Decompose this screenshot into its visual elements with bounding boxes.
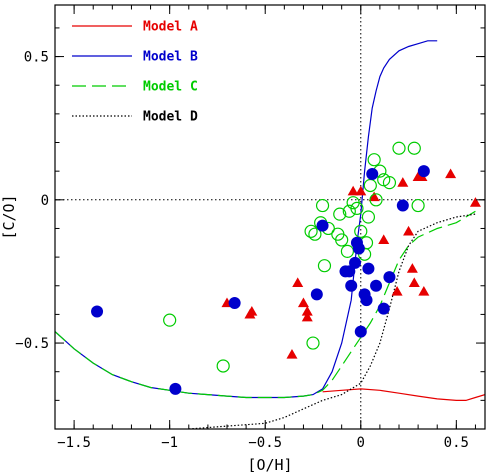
filled-circle-point xyxy=(316,219,329,232)
filled-circle-point xyxy=(345,279,358,292)
open-circle-point xyxy=(411,198,425,213)
filled-circle-point xyxy=(366,168,379,181)
triangle-point xyxy=(445,168,457,179)
filled-circle-point xyxy=(396,199,409,212)
y-axis-label: [C/O] xyxy=(0,194,18,239)
open-circle-point xyxy=(363,178,377,193)
plot-frame xyxy=(54,4,486,430)
filled-circle-point xyxy=(417,165,430,178)
filled-circle-point xyxy=(383,271,396,284)
triangle-point xyxy=(408,277,420,288)
open-circle-point xyxy=(308,227,322,241)
legend-label-1: Model A xyxy=(143,20,198,35)
triangle-point xyxy=(301,311,313,322)
open-circle-point xyxy=(163,313,177,327)
y-tick-label: −0.5 xyxy=(15,336,49,352)
filled-circle-point xyxy=(354,325,367,338)
filled-circle-point xyxy=(310,288,323,301)
open-circle-point xyxy=(382,176,397,190)
x-tick-label: −1 xyxy=(161,435,178,451)
open-circle-point xyxy=(317,259,332,273)
filled-circle-point xyxy=(349,256,362,269)
open-circle-point xyxy=(350,201,364,216)
x-axis-label: [O/H] xyxy=(247,456,292,474)
open-circle-point xyxy=(216,359,230,373)
open-circle-point xyxy=(369,193,383,207)
open-circle-point xyxy=(407,141,421,155)
x-tick-label: 0.5 xyxy=(444,435,469,451)
open-circle-point xyxy=(340,244,354,258)
triangle-point xyxy=(403,225,415,236)
triangle-point xyxy=(297,297,309,308)
filled-circle-point xyxy=(91,305,104,318)
model-curve-4 xyxy=(188,213,476,429)
open-circle-point xyxy=(361,210,376,224)
x-tick-label: −1.5 xyxy=(57,435,91,451)
x-tick-label: 0 xyxy=(357,435,365,451)
legend-label-3: Model C xyxy=(143,80,198,95)
filled-circle-point xyxy=(370,279,383,292)
triangle-point xyxy=(378,234,390,245)
model-curve-3 xyxy=(55,210,476,399)
open-circle-point xyxy=(354,224,368,238)
filled-circle-point xyxy=(352,242,365,255)
open-circle-point xyxy=(333,207,347,221)
triangle-point xyxy=(418,285,430,296)
triangle-point xyxy=(347,185,359,196)
model-curve-2 xyxy=(55,40,438,399)
triangle-point xyxy=(391,285,403,296)
x-tick-label: −0.5 xyxy=(248,435,282,451)
open-circle-point xyxy=(306,336,320,350)
filled-circle-point xyxy=(343,265,356,278)
filled-circle-point xyxy=(360,294,373,307)
triangle-point xyxy=(301,306,313,316)
open-circle-point xyxy=(342,204,356,218)
open-circle-point xyxy=(315,198,330,213)
triangle-point xyxy=(368,191,380,202)
y-tick-label: 0 xyxy=(41,193,49,209)
triangle-point xyxy=(469,197,481,207)
triangle-point xyxy=(355,185,367,196)
legend-label-4: Model D xyxy=(143,110,198,125)
filled-circle-point xyxy=(228,296,241,309)
open-circle-point xyxy=(367,153,381,167)
filled-circle-point xyxy=(169,382,182,395)
legend-label-2: Model B xyxy=(143,50,198,65)
triangle-point xyxy=(286,349,298,359)
filled-circle-point xyxy=(377,302,390,315)
filled-circle-point xyxy=(362,262,375,275)
triangle-point xyxy=(397,177,409,187)
triangle-point xyxy=(292,277,304,288)
model-curve-1 xyxy=(322,388,485,401)
triangle-point xyxy=(406,263,418,273)
y-tick-label: 0.5 xyxy=(24,50,49,66)
open-circle-point xyxy=(392,141,406,155)
triangle-point xyxy=(244,308,256,319)
open-circle-point xyxy=(335,233,349,247)
open-circle-point xyxy=(304,224,318,238)
